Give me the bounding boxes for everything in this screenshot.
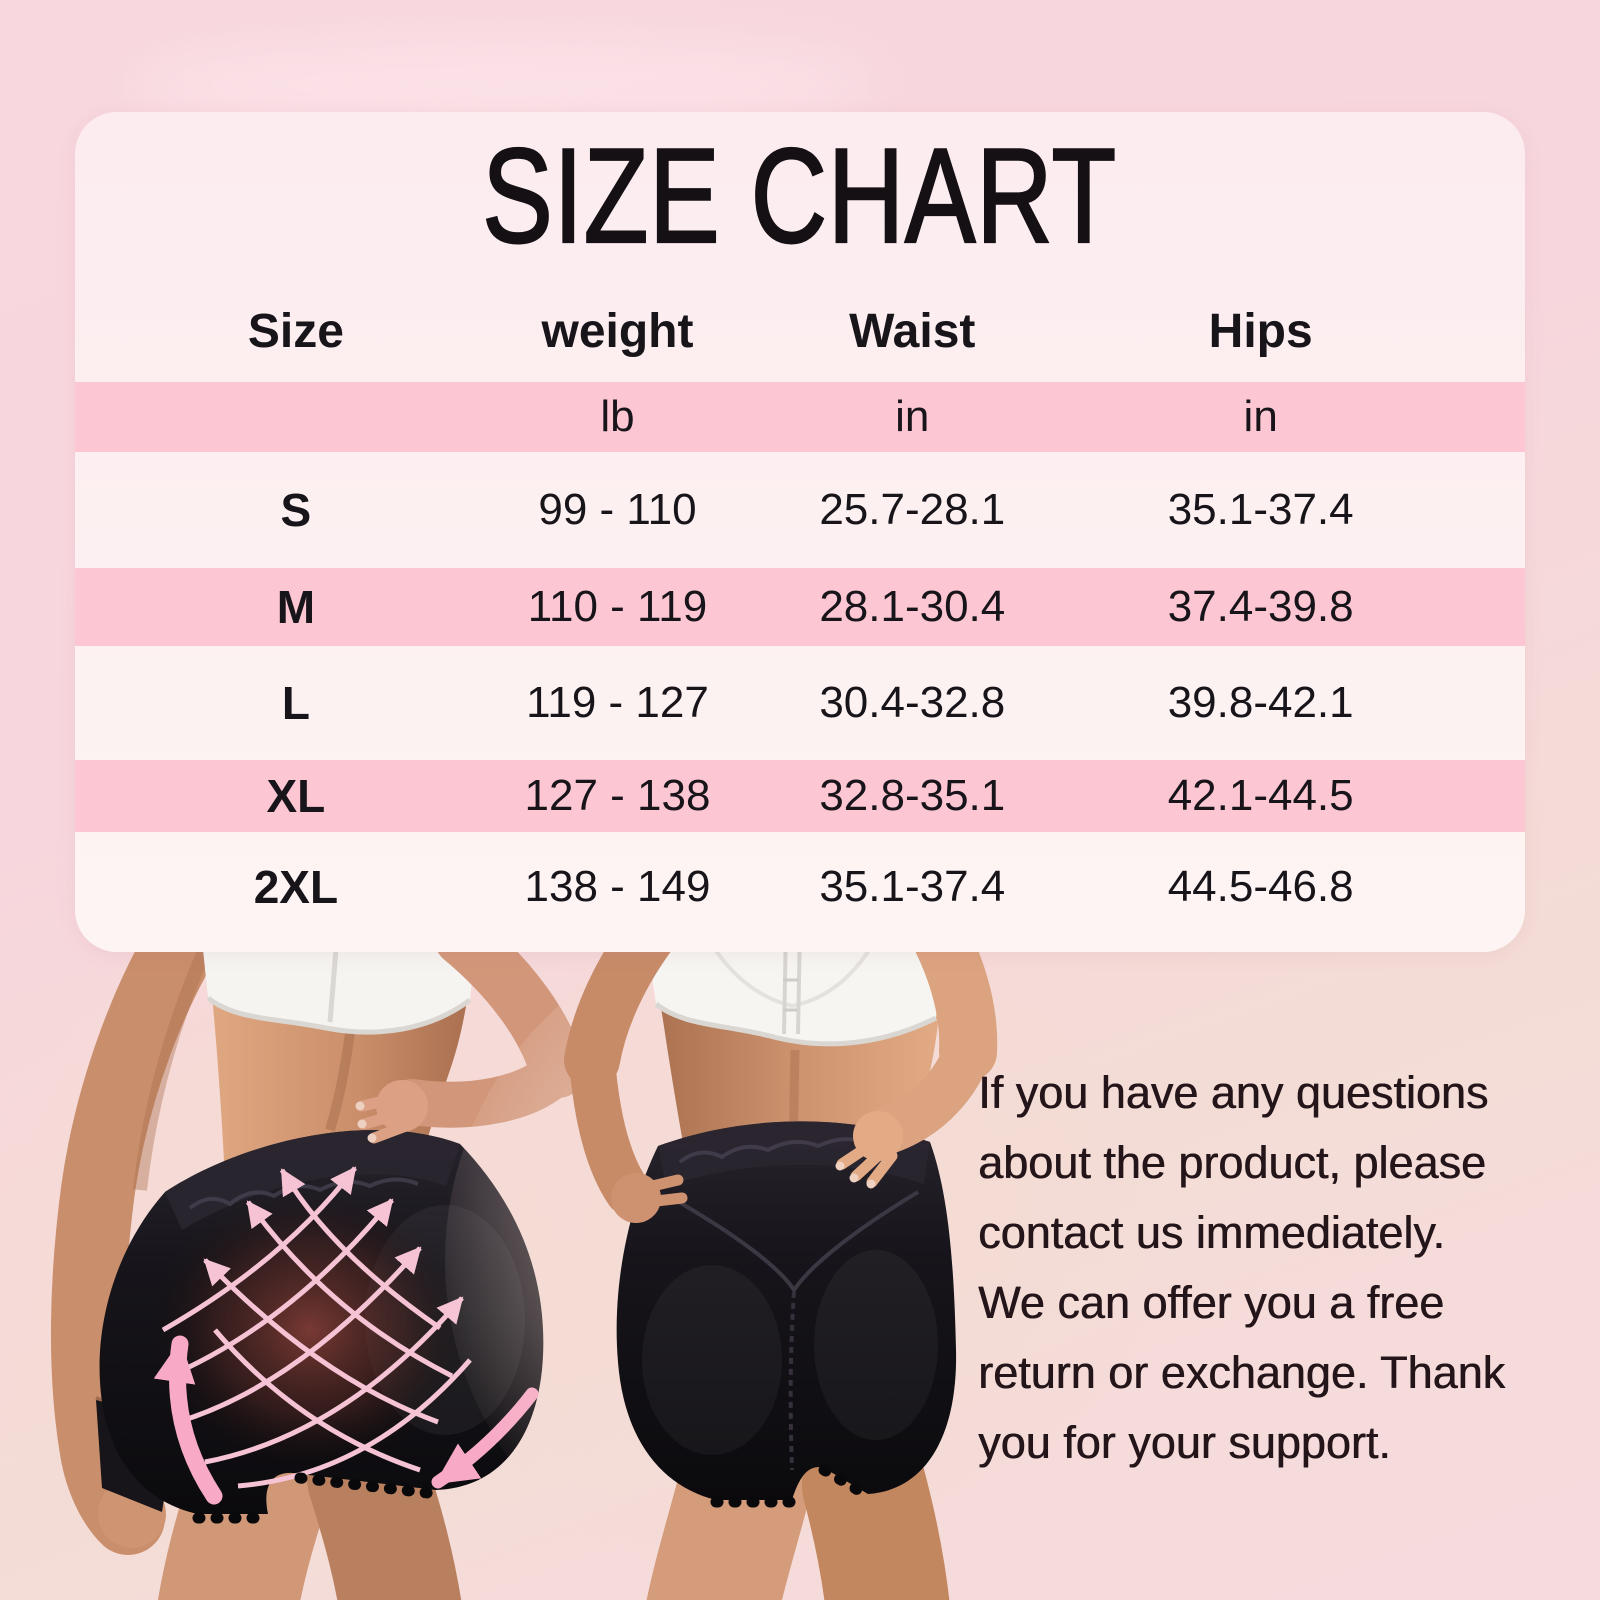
table-row: XL 127 - 138 32.8-35.1 42.1-44.5 <box>75 760 1525 832</box>
mesh-zone <box>152 1188 468 1472</box>
cell-size: L <box>281 677 310 729</box>
table-header-row: Size weight Waist Hips <box>75 280 1525 382</box>
cell-size: M <box>276 581 316 633</box>
left-model-right-arm <box>50 930 232 1555</box>
product-photos <box>0 930 1145 1600</box>
cell-waist: 28.1-30.4 <box>819 582 1006 631</box>
column-header-waist: Waist <box>849 304 976 358</box>
cell-size: S <box>280 484 312 536</box>
table-row: M 110 - 119 28.1-30.4 37.4-39.8 <box>75 568 1525 646</box>
column-header-hips: Hips <box>1208 304 1313 358</box>
cell-weight: 127 - 138 <box>524 771 711 820</box>
right-model-bra <box>645 930 945 1047</box>
support-note-line: If you have any questions <box>978 1067 1489 1118</box>
support-note-line: about the product, please <box>978 1137 1486 1188</box>
support-note-line: you for your support. <box>978 1417 1391 1468</box>
cell-waist: 25.7-28.1 <box>819 485 1006 534</box>
shorts-center-seam <box>788 1291 796 1471</box>
lace-hem <box>294 1472 442 1500</box>
cell-hips: 35.1-37.4 <box>1167 485 1354 534</box>
support-note-line: We can offer you a free <box>978 1277 1445 1328</box>
cell-weight: 119 - 127 <box>526 678 709 727</box>
page-title: SIZE CHART <box>482 120 1118 273</box>
cell-hips: 44.5-46.8 <box>1167 862 1354 911</box>
cell-waist: 32.8-35.1 <box>819 771 1006 820</box>
table-row: S 99 - 110 25.7-28.1 35.1-37.4 <box>75 452 1525 568</box>
cell-size: 2XL <box>253 861 339 913</box>
cell-size: XL <box>266 770 326 822</box>
table-row: L 119 - 127 30.4-32.8 39.8-42.1 <box>75 646 1525 760</box>
table-row: 2XL 138 - 149 35.1-37.4 44.5-46.8 <box>75 832 1525 942</box>
lift-arrow-icon <box>153 1335 223 1505</box>
cell-weight: 138 - 149 <box>524 862 711 911</box>
left-model-bra <box>201 930 477 1035</box>
left-model-right-leg <box>307 1417 462 1600</box>
shorts-v-seam <box>671 1190 920 1294</box>
support-note-line: return or exchange. Thank <box>978 1347 1505 1398</box>
mesh-grid-arrows-icon <box>161 1166 472 1489</box>
right-model-right-leg <box>802 1423 950 1600</box>
support-note: If you have any questions about the prod… <box>978 1058 1553 1478</box>
cell-weight: 99 - 110 <box>538 485 697 534</box>
size-chart-card: SIZE CHART Size weight Waist Hips lb in … <box>75 112 1525 952</box>
unit-hips: in <box>1243 392 1278 441</box>
cell-waist: 35.1-37.4 <box>819 862 1006 911</box>
lace-waistband <box>165 1130 460 1230</box>
table-unit-row: lb in in <box>75 382 1525 452</box>
cell-hips: 39.8-42.1 <box>1167 678 1354 727</box>
lace-hem <box>818 1464 874 1502</box>
model-photo-left <box>0 930 650 1600</box>
unit-weight: lb <box>600 392 635 441</box>
right-model-left-leg <box>646 1429 808 1600</box>
support-note-line: contact us immediately. <box>978 1207 1445 1258</box>
model-photo-right <box>445 930 1145 1600</box>
column-header-weight: weight <box>541 304 694 358</box>
unit-waist: in <box>895 392 930 441</box>
cell-weight: 110 - 119 <box>527 582 708 631</box>
cell-hips: 42.1-44.5 <box>1167 771 1354 820</box>
cell-waist: 30.4-32.8 <box>819 678 1006 727</box>
cell-hips: 37.4-39.8 <box>1167 582 1354 631</box>
column-header-size: Size <box>247 304 344 358</box>
